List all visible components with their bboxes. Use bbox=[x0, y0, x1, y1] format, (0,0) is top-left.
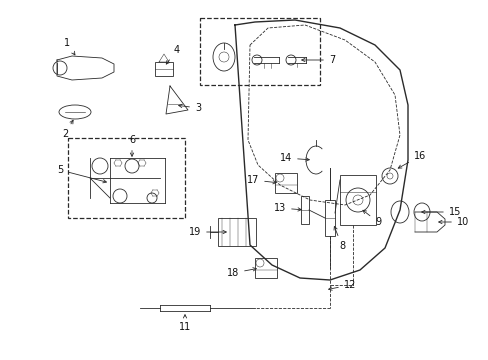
Bar bbox=[274, 173, 296, 193]
Text: 17: 17 bbox=[246, 175, 276, 185]
Text: 15: 15 bbox=[421, 207, 460, 217]
Bar bbox=[339, 175, 375, 225]
Text: 8: 8 bbox=[333, 226, 345, 251]
Bar bbox=[325, 200, 334, 236]
Text: 1: 1 bbox=[64, 38, 75, 55]
Text: 14: 14 bbox=[279, 153, 309, 163]
Text: 12: 12 bbox=[328, 280, 355, 290]
Text: 11: 11 bbox=[179, 315, 191, 332]
Text: 3: 3 bbox=[178, 103, 201, 113]
Text: 13: 13 bbox=[273, 203, 301, 213]
Text: 7: 7 bbox=[301, 55, 334, 65]
Bar bbox=[218, 218, 256, 246]
Bar bbox=[155, 62, 173, 76]
Text: 9: 9 bbox=[362, 210, 380, 227]
Bar bbox=[200, 18, 319, 85]
Text: 5: 5 bbox=[57, 165, 106, 183]
Text: 4: 4 bbox=[166, 45, 180, 64]
Bar bbox=[301, 196, 308, 224]
Text: 18: 18 bbox=[226, 267, 256, 278]
Text: 19: 19 bbox=[188, 227, 226, 237]
Text: 6: 6 bbox=[129, 135, 135, 156]
Text: 2: 2 bbox=[62, 120, 73, 139]
Bar bbox=[68, 138, 184, 218]
Bar bbox=[254, 258, 276, 278]
Text: 16: 16 bbox=[397, 151, 425, 168]
Text: 10: 10 bbox=[438, 217, 468, 227]
